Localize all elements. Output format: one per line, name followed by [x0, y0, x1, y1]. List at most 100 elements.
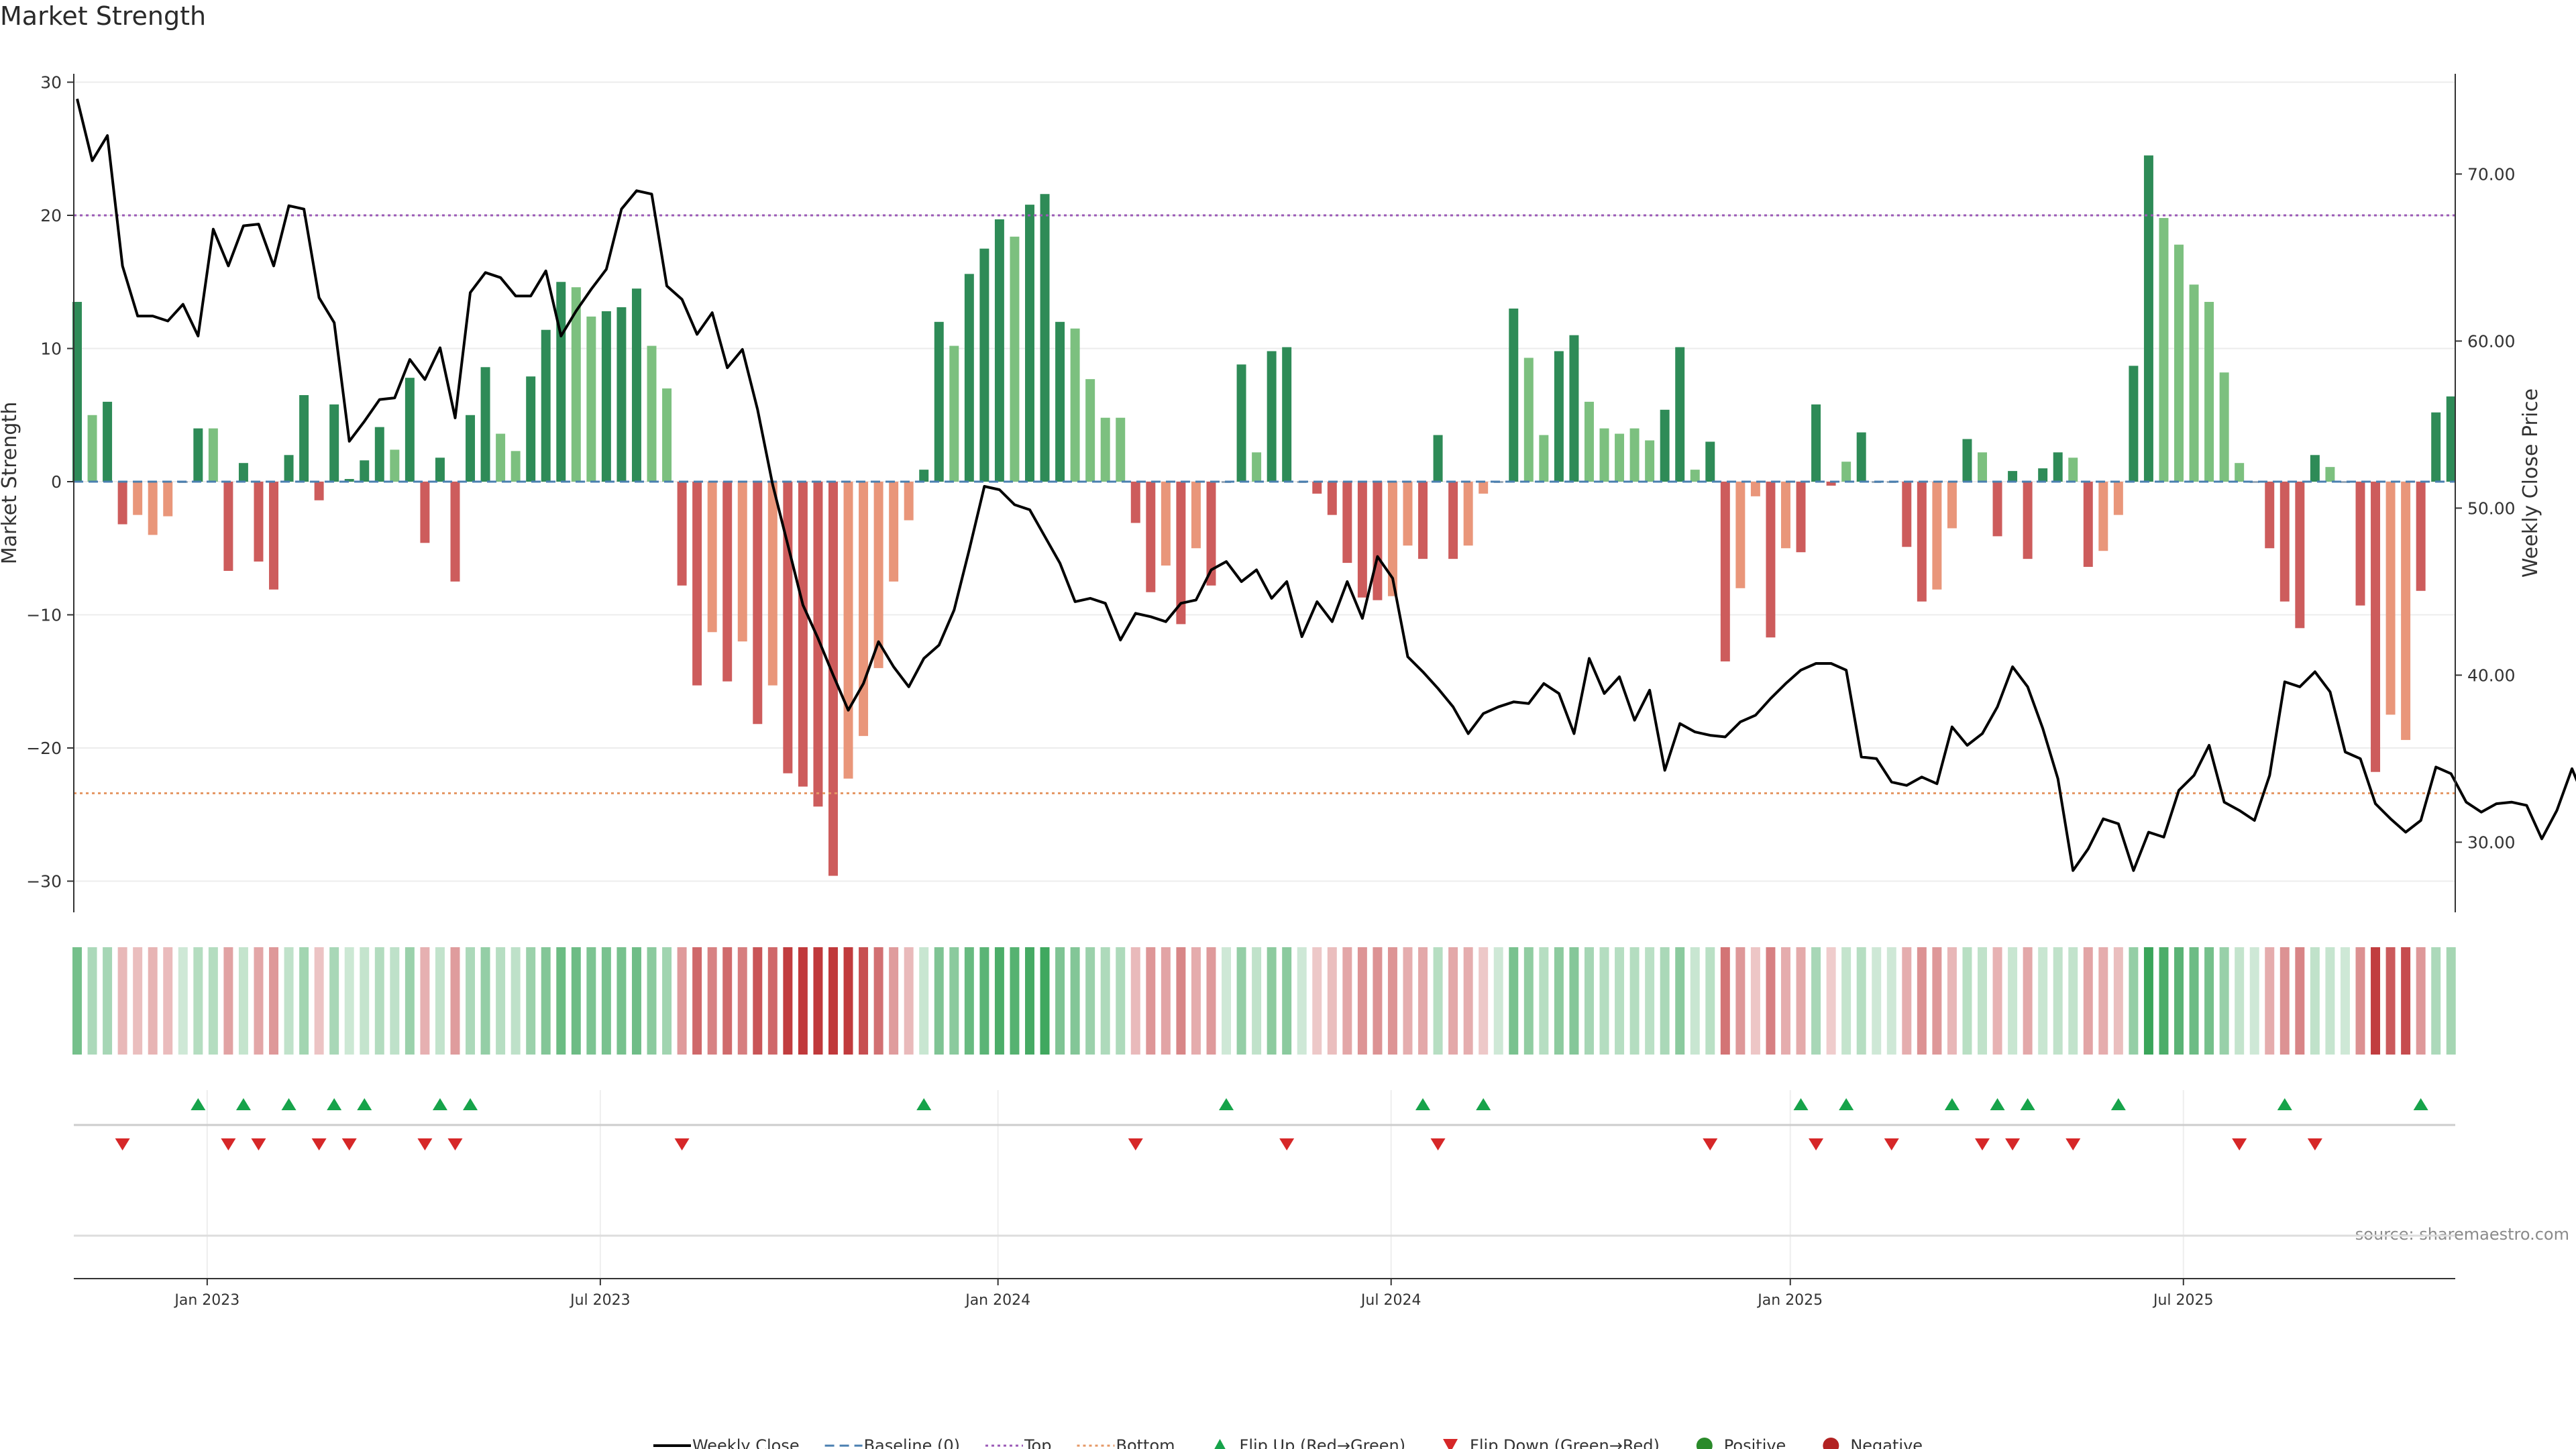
strength-bar [1780, 482, 1790, 549]
strength-bar [1705, 441, 1715, 482]
heat-cell [314, 947, 324, 1055]
flip-up-marker [1219, 1098, 1234, 1110]
strength-bar [1509, 308, 1519, 482]
heat-cell [1690, 947, 1700, 1055]
flip-down-marker [417, 1138, 433, 1150]
heat-cell [2249, 947, 2259, 1055]
strength-bar [2219, 372, 2229, 482]
legend-label: Top [1024, 1436, 1052, 1449]
strength-bar [269, 482, 279, 590]
legend-label: Flip Down (Green→Red) [1470, 1436, 1660, 1449]
y2-tick-label: 70.00 [2467, 164, 2516, 184]
strength-bar [662, 388, 672, 482]
heat-cell [1463, 947, 1473, 1055]
strength-bar [1312, 482, 1322, 494]
heat-cell [1886, 947, 1896, 1055]
heat-cell [1327, 947, 1337, 1055]
flip-down-marker [311, 1138, 327, 1150]
strength-bar [1599, 428, 1609, 482]
strength-bar [873, 482, 883, 668]
x-tick-label: Jul 2024 [1360, 1292, 1421, 1309]
heat-cell [117, 947, 127, 1055]
strength-bar [1357, 482, 1367, 598]
flip-up-marker [1990, 1098, 2005, 1110]
strength-bar [284, 455, 294, 482]
heat-cell [1070, 947, 1080, 1055]
legend-item: Bottom [1077, 1436, 1175, 1449]
strength-bar [1025, 205, 1034, 482]
strength-bar [2174, 244, 2184, 482]
heat-cell [2083, 947, 2093, 1055]
heat-cell [1705, 947, 1715, 1055]
flip-up-marker [357, 1098, 372, 1110]
strength-bar [1856, 432, 1866, 482]
heat-cell [103, 947, 113, 1055]
legend: Weekly Close Baseline (0) Top Bottom Flip Up… [653, 1436, 1923, 1449]
heat-cell [480, 947, 490, 1055]
price-line [76, 98, 2576, 872]
x-tick-label: Jan 2025 [1756, 1292, 1823, 1309]
flip-down-marker [2065, 1138, 2081, 1150]
heat-cell [1599, 947, 1609, 1055]
heat-cell [450, 947, 460, 1055]
strength-bar [571, 287, 581, 482]
heat-cell [1856, 947, 1866, 1055]
heat-cell [843, 947, 853, 1055]
y2-tick-label: 50.00 [2467, 498, 2516, 518]
heat-cell [1418, 947, 1428, 1055]
flip-up-marker [2413, 1098, 2428, 1110]
strength-bar [2098, 482, 2108, 551]
strength-bar [329, 404, 339, 482]
y-tick-label: 30 [40, 73, 62, 93]
heat-cell [1010, 947, 1020, 1055]
strength-bar [1040, 194, 1050, 482]
strength-bar [208, 428, 218, 482]
heat-cell [1917, 947, 1927, 1055]
strength-bar [1085, 379, 1095, 482]
strength-bar [1947, 482, 1957, 529]
flip-down-marker [1128, 1138, 1143, 1150]
flip-up-marker [327, 1098, 342, 1110]
strength-bar [87, 415, 97, 482]
heat-cell [586, 947, 596, 1055]
heat-cell [2159, 947, 2169, 1055]
strength-bar [374, 427, 384, 482]
flip-up-marker [463, 1098, 478, 1110]
strength-bar [2053, 452, 2063, 482]
x-tick-label: Jan 2023 [173, 1292, 239, 1309]
x-tick-label: Jul 2025 [2152, 1292, 2214, 1309]
heat-cell [2265, 947, 2275, 1055]
strength-bar [1176, 482, 1186, 625]
flip-up-marker [1793, 1098, 1809, 1110]
heat-cell [994, 947, 1004, 1055]
flip-up-marker [2277, 1098, 2292, 1110]
heat-cell [1342, 947, 1352, 1055]
heat-cell [571, 947, 581, 1055]
heat-cell [178, 947, 188, 1055]
strength-bar [360, 460, 370, 482]
strength-bar [1675, 347, 1685, 482]
strength-bar [466, 415, 476, 482]
heat-cell [360, 947, 370, 1055]
heat-cell [526, 947, 536, 1055]
flip-down-marker [2307, 1138, 2322, 1150]
strength-bar [314, 482, 324, 500]
strength-bar [677, 482, 687, 586]
strength-bar [2310, 455, 2320, 482]
heat-cell [2446, 947, 2456, 1055]
heat-cell [2325, 947, 2335, 1055]
reference-lines [74, 214, 2455, 794]
flip-down-marker [1430, 1138, 1446, 1150]
strength-bar [737, 482, 747, 642]
heat-cell [1780, 947, 1790, 1055]
heat-cell [2038, 947, 2048, 1055]
y2-axis-label: Weekly Close Price [2519, 388, 2542, 578]
y-axis-label: Market Strength [0, 402, 21, 564]
strength-bar [843, 482, 853, 779]
heat-cell [1236, 947, 1246, 1055]
strength-bar [2416, 482, 2426, 591]
strength-bar [828, 482, 838, 876]
flip-down-marker [1975, 1138, 1990, 1150]
strength-bar [2008, 471, 2018, 482]
heat-cell [873, 947, 883, 1055]
